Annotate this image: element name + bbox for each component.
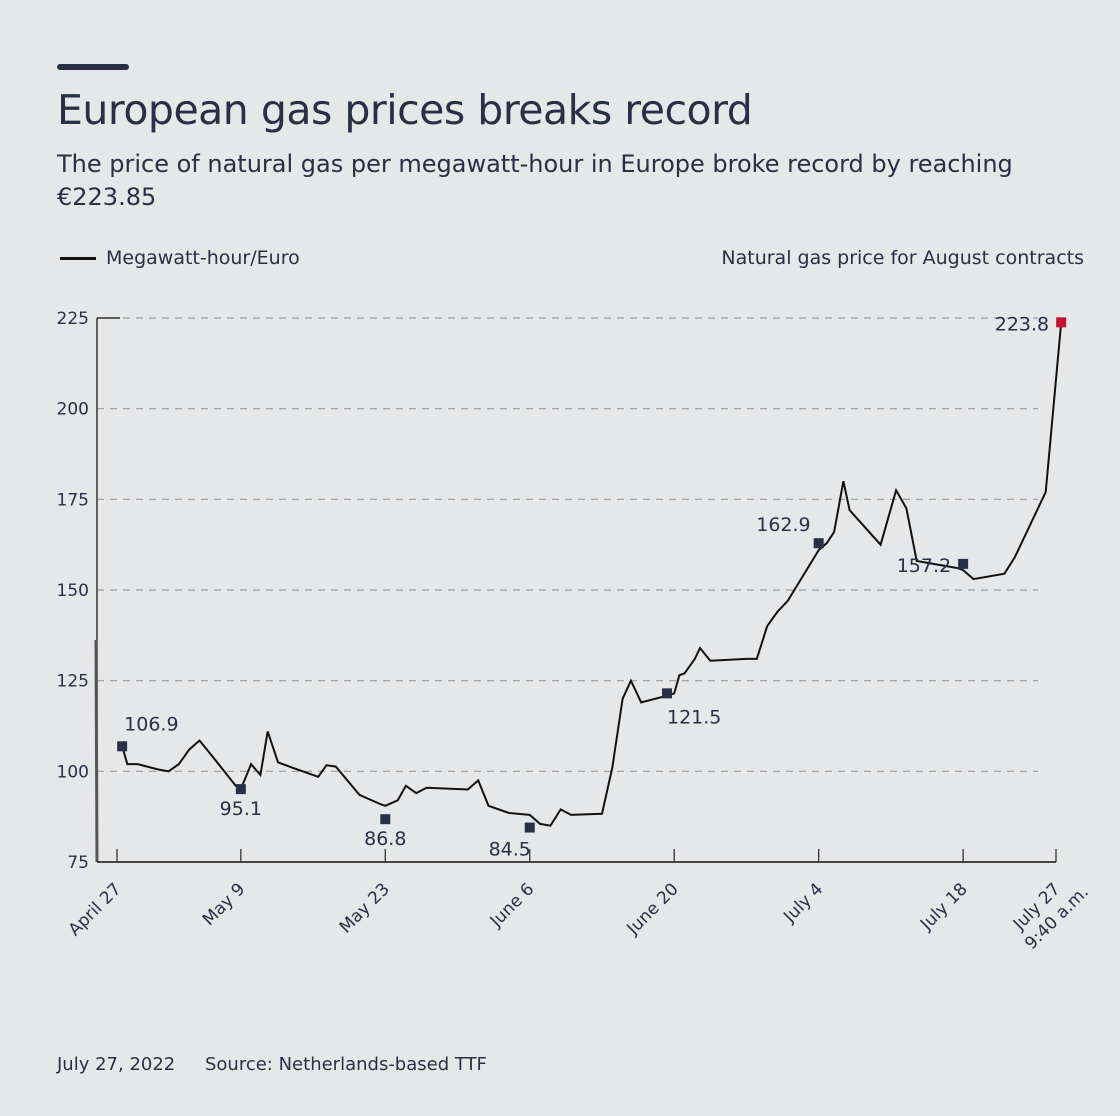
record-marker xyxy=(1056,317,1067,328)
chart-note: Natural gas price for August contracts xyxy=(721,247,1084,269)
data-marker xyxy=(524,822,535,833)
chart-subtitle: The price of natural gas per megawatt-ho… xyxy=(57,150,1013,211)
data-value-label: 121.5 xyxy=(667,706,721,728)
data-marker xyxy=(958,558,969,569)
data-marker xyxy=(813,538,824,549)
y-tick-label: 175 xyxy=(57,490,89,510)
x-tick-label: June 20 xyxy=(623,879,683,939)
footer-source: Source: Netherlands-based TTF xyxy=(204,1054,487,1075)
y-tick-label: 225 xyxy=(57,309,89,329)
y-tick-label: 125 xyxy=(57,672,89,692)
x-tick-label: May 9 xyxy=(199,879,249,929)
y-tick-label: 150 xyxy=(57,581,89,601)
x-tick-label-line: June 6 xyxy=(486,879,539,932)
legend: Megawatt-hour/Euro xyxy=(60,247,300,269)
footer-date: July 27, 2022 xyxy=(57,1054,176,1075)
x-tick-label-line: May 23 xyxy=(336,879,394,937)
legend-label: Megawatt-hour/Euro xyxy=(106,247,300,269)
data-marker xyxy=(380,814,391,825)
series-line xyxy=(121,322,1063,827)
x-tick-label: May 23 xyxy=(336,879,394,937)
x-tick-label: June 6 xyxy=(486,879,539,932)
y-axis-accent xyxy=(94,639,99,863)
y-tick-label: 200 xyxy=(57,400,89,420)
x-tick-label: July 18 xyxy=(916,879,972,935)
title-accent-bar xyxy=(57,64,129,70)
x-tick-label-line: July 18 xyxy=(916,879,972,935)
x-tick-label: July 4 xyxy=(779,879,827,927)
x-tick-label-line: June 20 xyxy=(623,879,683,939)
data-value-label: 157.2 xyxy=(897,555,951,577)
y-tick-label: 100 xyxy=(57,762,89,782)
footer: July 27, 2022 Source: Netherlands-based … xyxy=(57,1054,511,1075)
x-tick-label-line: May 9 xyxy=(199,879,249,929)
data-value-label: 106.9 xyxy=(124,713,178,735)
record-value-label: 223.8 xyxy=(995,313,1049,335)
data-value-label: 95.1 xyxy=(220,798,262,820)
data-marker xyxy=(235,784,246,795)
legend-line-swatch-icon xyxy=(60,256,96,260)
x-tick-label: July 279:40 a.m. xyxy=(1006,867,1093,954)
data-marker xyxy=(117,741,128,752)
x-tick-label: April 27 xyxy=(65,879,126,940)
chart-title: European gas prices breaks record xyxy=(57,86,753,134)
data-value-label: 86.8 xyxy=(364,828,406,850)
x-tick-label-line: April 27 xyxy=(65,879,126,940)
y-tick-label: 75 xyxy=(67,853,89,873)
data-value-label: 162.9 xyxy=(756,514,810,536)
x-tick-label-line: July 4 xyxy=(779,879,827,927)
data-marker xyxy=(661,688,672,699)
data-value-label: 84.5 xyxy=(489,839,531,861)
